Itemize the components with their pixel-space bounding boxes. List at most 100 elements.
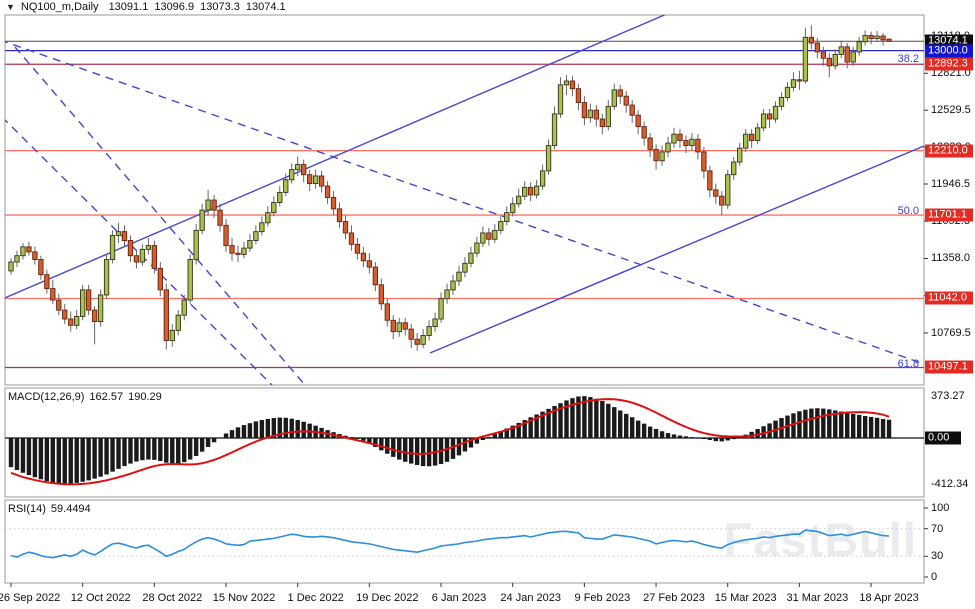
macd-bar (223, 433, 229, 438)
macd-bar (247, 423, 253, 438)
rsi-panel[interactable] (4, 499, 925, 584)
candle-bull (862, 35, 868, 43)
macd-bar (570, 398, 575, 438)
candle-bear (581, 102, 588, 119)
candle-bear (235, 252, 241, 255)
candle-bull (498, 221, 504, 231)
macd-label: MACD(12,26,9) 162.57 190.29 (8, 391, 162, 403)
candle-bull (725, 174, 731, 206)
macd-bar (205, 438, 211, 447)
candle-bull (277, 191, 283, 203)
candle-bull (492, 229, 498, 240)
macd-bar (504, 428, 509, 438)
macd-bar (809, 408, 814, 438)
macd-bar (355, 438, 360, 439)
macd-bar (164, 438, 169, 463)
candle-bull (109, 235, 116, 260)
main-chart-panel[interactable] (4, 14, 925, 386)
candle-bull (438, 298, 444, 320)
macd-bar (128, 438, 133, 464)
macd-bar (516, 422, 521, 438)
macd-bar (534, 414, 539, 438)
macd-bar (403, 438, 408, 462)
macd-bar (886, 419, 892, 438)
candle-bull (874, 35, 880, 40)
candle-bear (528, 186, 534, 196)
macd-bar (528, 417, 533, 438)
price-axis[interactable] (924, 10, 975, 583)
macd-bar (856, 414, 862, 438)
candle-bear (390, 319, 396, 333)
macd-bar (695, 437, 701, 439)
ohlc-low: 13073.3 (200, 1, 240, 13)
candle-bull (832, 53, 838, 67)
macd-bar (725, 438, 730, 441)
macd-bar (253, 421, 259, 438)
candle-bear (408, 328, 414, 340)
rsi-line[interactable] (10, 529, 890, 559)
candle-bull (181, 299, 187, 316)
macd-bar (420, 438, 426, 467)
macd-bar (624, 413, 629, 438)
candle-bull (253, 231, 259, 241)
candle-bull (557, 84, 564, 115)
candle-bull (205, 199, 211, 211)
macd-bar (98, 438, 103, 477)
candle-bear (324, 185, 331, 198)
candle-bull (295, 164, 301, 171)
macd-bar (68, 438, 73, 484)
candle-bear (211, 199, 217, 211)
symbol-dropdown-icon[interactable]: ▼ (6, 2, 15, 12)
macd-bar (713, 438, 719, 442)
candle-bear (653, 148, 659, 162)
candle-bear (127, 240, 134, 257)
macd-bar (827, 409, 832, 438)
candle-bull (778, 97, 785, 107)
macd-bar (14, 438, 20, 470)
candle-bull (671, 133, 677, 144)
candle-bear (868, 35, 874, 40)
candle-bull (551, 113, 558, 147)
macd-bar (229, 430, 235, 438)
macd-bar (755, 429, 760, 438)
candle-bear (378, 284, 384, 305)
candle-bear (50, 288, 56, 301)
candle-bull (289, 169, 295, 181)
horizontal-price-lines[interactable] (5, 40, 924, 369)
macd-bar (408, 438, 414, 464)
macd-bar (618, 410, 623, 438)
macd-bar (480, 438, 486, 441)
candle-bull (510, 203, 516, 214)
candle-bull (462, 262, 468, 273)
time-axis[interactable] (0, 583, 975, 609)
macd-bar (594, 398, 599, 438)
trend-lines[interactable] (0, 4, 924, 385)
macd-signal-line[interactable] (10, 398, 890, 486)
symbol-period-label: NQ100_m,Daily (20, 1, 99, 13)
macd-bar (32, 438, 38, 478)
macd-bar (707, 438, 713, 441)
candles[interactable] (8, 25, 892, 351)
candle-bear (695, 138, 701, 153)
candle-bull (772, 105, 779, 120)
candle-bull (271, 202, 277, 214)
macd-bar (50, 438, 56, 483)
candle-bear (307, 174, 313, 185)
macd-bar (277, 417, 282, 438)
candle-bear (68, 318, 74, 326)
macd-panel[interactable] (4, 387, 925, 498)
candle-bear (121, 231, 128, 241)
macd-bar (122, 438, 127, 467)
macd-bar (8, 438, 14, 468)
candle-bull (139, 248, 146, 263)
macd-bar (26, 438, 32, 476)
macd-bar (391, 438, 396, 457)
candle-bull (450, 280, 456, 291)
macd-bar (821, 408, 826, 438)
candle-bear (133, 255, 140, 263)
macd-bar (265, 418, 271, 438)
candle-bear (647, 137, 653, 150)
candle-bear (32, 251, 38, 260)
